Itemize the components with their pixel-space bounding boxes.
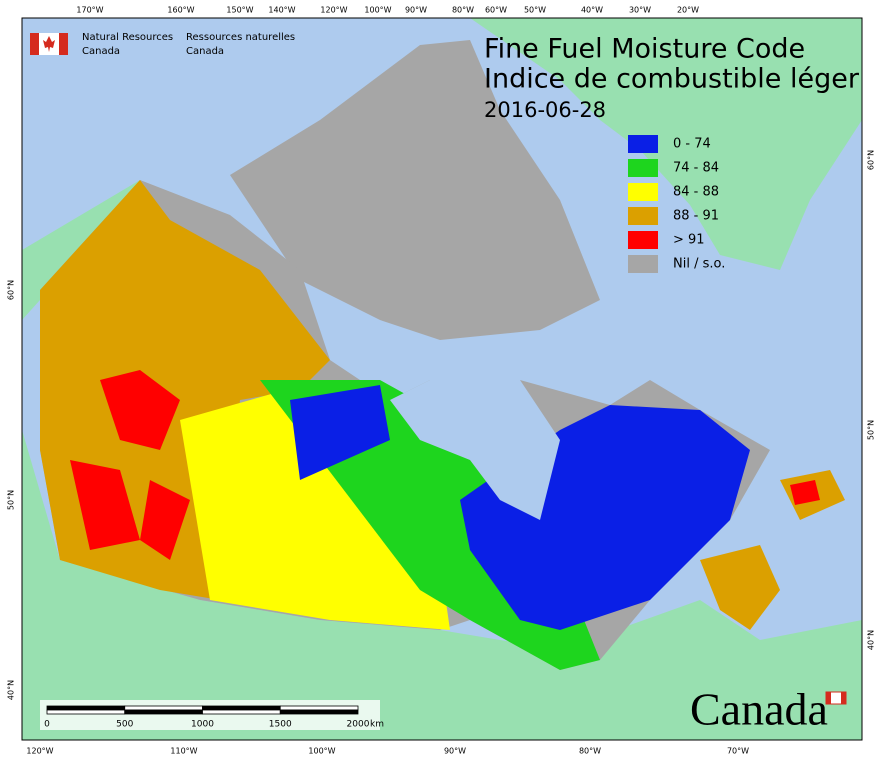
longitude-label: 100°W [364,6,391,15]
legend-swatch [628,135,658,153]
longitude-label: 110°W [170,747,197,756]
fuel-zone-newfoundland-extreme [790,480,820,505]
scale-label: 0 [44,720,50,730]
scale-segment [202,705,281,711]
arctic-islands [230,40,600,340]
wordmark-flag-bar [826,692,831,704]
wordmark: Canada [690,684,828,735]
legend-label: 0 - 74 [673,137,711,152]
legend-swatch [628,159,658,177]
legend-label: 84 - 88 [673,185,719,200]
longitude-label: 80°W [579,747,601,756]
legend-swatch [628,231,658,249]
united-states [22,430,862,740]
latitude-label: 50°N [867,420,876,440]
latitude-label: 40°N [7,680,16,700]
latitude-label: 60°N [867,150,876,170]
scale-label: 1000 [191,720,214,730]
graticule-labels: 170°W 160°W 150°W 140°W 120°W 100°W 90°W 80°W 60… [7,6,876,756]
scale-label: 2000 [347,720,370,730]
latitude-label: 40°N [867,630,876,650]
longitude-label: 70°W [727,747,749,756]
scale-segment [46,709,126,715]
scale-bar: 0 500 1000 1500 2000 km [40,700,384,730]
fuel-zone-extreme [70,370,190,560]
header-en: Natural Resources [82,32,173,43]
legend: 0 - 74 74 - 84 84 - 88 88 - 91 > 91 Nil / s.o… [628,135,725,273]
longitude-label: 150°W [226,6,253,15]
legend-label: Nil / s.o. [673,257,725,272]
longitude-label: 60°W [485,6,507,15]
longitude-label: 90°W [405,6,427,15]
longitude-label: 160°W [167,6,194,15]
scale-label: 500 [116,720,133,730]
legend-swatch [628,207,658,225]
longitude-label: 140°W [268,6,295,15]
title: Indice de combustible léger [484,64,860,95]
latitude-label: 60°N [7,280,16,300]
header: Natural Resources Canada Ressources natu… [30,32,295,57]
header-en: Canada [82,46,120,57]
latitude-label: 50°N [7,490,16,510]
fuel-zone-maritimes [700,545,780,630]
scale-label: 1500 [269,720,292,730]
scale-segment [124,705,203,711]
legend-label: > 91 [673,233,705,248]
legend-label: 88 - 91 [673,209,719,224]
header-fr: Canada [186,46,224,57]
date: 2016-06-28 [484,98,606,122]
scale-segment [202,709,281,715]
flag-bar [30,33,39,55]
scale-segment [46,705,126,711]
longitude-label: 30°W [629,6,651,15]
scale-segment [279,709,359,715]
longitude-label: 120°W [26,747,53,756]
map-area [21,17,863,741]
longitude-label: 50°W [524,6,546,15]
legend-swatch [628,183,658,201]
wordmark-flag-bar [841,692,846,704]
scale-segment [279,705,359,711]
title: Fine Fuel Moisture Code [484,34,805,65]
longitude-label: 170°W [76,6,103,15]
fuel-zone-prairies [180,380,450,630]
longitude-label: 120°W [320,6,347,15]
legend-swatch [628,255,658,273]
maple-leaf [43,36,55,52]
scale-background [40,700,380,730]
map-frame [21,17,863,741]
legend-label: 74 - 84 [673,161,719,176]
longitude-label: 100°W [308,747,335,756]
longitude-label: 40°W [581,6,603,15]
scale-unit: km [370,720,384,730]
scale-segment [124,709,203,715]
greenland [470,18,862,270]
longitude-label: 90°W [444,747,466,756]
hudson-bay [390,380,560,520]
longitude-label: 80°W [452,6,474,15]
flag-bar [59,33,68,55]
longitude-label: 20°W [677,6,699,15]
header-fr: Ressources naturelles [186,32,295,43]
